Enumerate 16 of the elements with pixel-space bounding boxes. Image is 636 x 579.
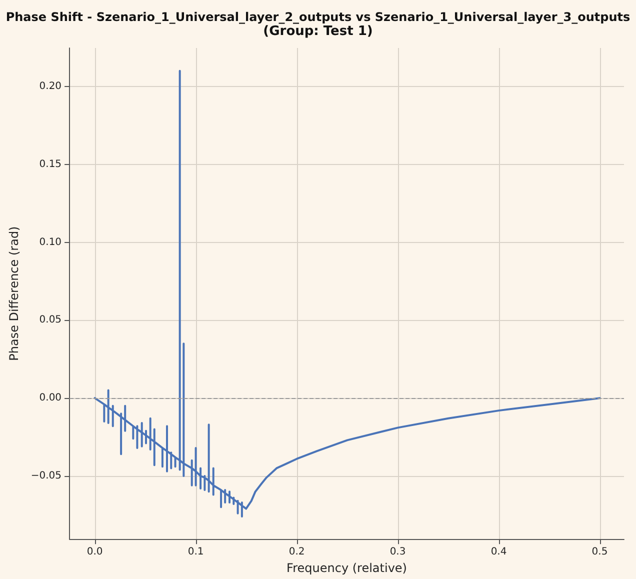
chart-subtitle: (Group: Test 1) xyxy=(263,24,373,39)
y-tick-label: 0.15 xyxy=(39,158,62,170)
y-tick-label: 0.00 xyxy=(39,392,62,404)
x-tick-label: 0.5 xyxy=(592,546,608,558)
y-tick-label: 0.05 xyxy=(39,314,62,326)
x-tick-label: 0.0 xyxy=(86,546,103,558)
x-axis-title: Frequency (relative) xyxy=(286,561,407,575)
y-axis-title: Phase Difference (rad) xyxy=(7,226,21,361)
x-tick-label: 0.2 xyxy=(288,546,305,558)
x-tick-label: 0.3 xyxy=(390,546,406,558)
chart-title: Phase Shift - Szenario_1_Universal_layer_2_outputs vs Szenario_1_Universal_layer_3_outputs xyxy=(6,10,630,24)
x-tick-label: 0.4 xyxy=(490,546,507,558)
x-tick-label: 0.1 xyxy=(188,546,204,558)
y-tick-label: 0.10 xyxy=(39,236,62,248)
y-tick-label: −0.05 xyxy=(30,470,62,482)
y-tick-label: 0.20 xyxy=(39,80,62,92)
